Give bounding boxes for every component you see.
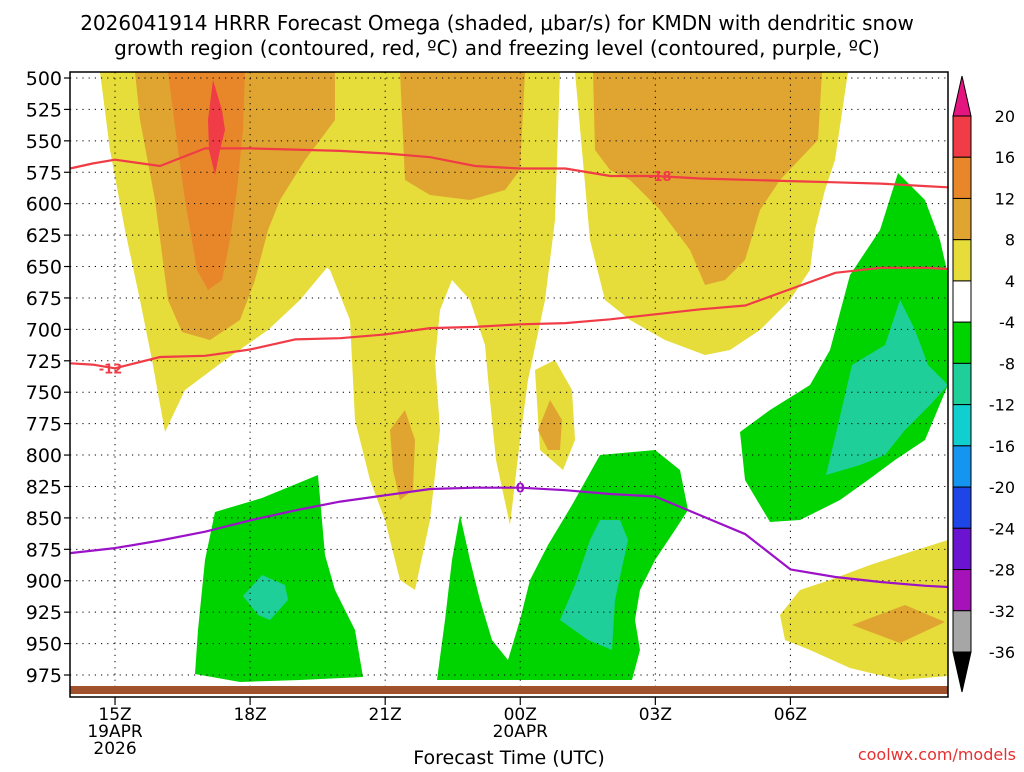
x-tick-label-06Z-0: 06Z: [774, 705, 807, 725]
y-tick-label-650: 650: [26, 257, 62, 279]
colorbar-label--8: -8: [999, 354, 1015, 373]
contour-label--12: -12: [99, 362, 123, 377]
colorbar-bin--36-to--32: [952, 610, 972, 653]
contour-line--18: [69, 147, 949, 189]
colorbar-label--12: -12: [989, 396, 1015, 415]
y-tick-label-975: 975: [26, 665, 62, 687]
colorbar-label--20: -20: [989, 478, 1015, 497]
contour-label-0: 0: [516, 482, 525, 497]
colorbar-bin-16-to-20: [952, 115, 972, 158]
colorbar-top-arrow: [952, 75, 972, 117]
y-tick-label-750: 750: [26, 382, 62, 404]
omega-region-teal-00z: [560, 520, 628, 650]
omega-region-gold-00z: [538, 400, 562, 450]
y-tick-label-825: 825: [26, 476, 62, 498]
colorbar-bin--12-to--8: [952, 362, 972, 406]
chart-title-line1: 2026041914 HRRR Forecast Omega (shaded, …: [80, 11, 914, 35]
y-tick-label-950: 950: [26, 634, 62, 656]
x-axis-label: Forecast Time (UTC): [413, 747, 604, 768]
colorbar-label--32: -32: [989, 602, 1015, 621]
omega-region-green-21z: [437, 450, 688, 680]
x-tick-label-00Z-0: 00Z: [504, 705, 537, 725]
y-tick-label-500: 500: [26, 68, 62, 90]
plot-frame: [69, 71, 949, 698]
x-tick-label-00Z-1: 20APR: [493, 722, 549, 742]
contour-label--18: -18: [648, 170, 672, 185]
omega-region-teal-left: [243, 575, 288, 620]
omega-region-gold-750: [390, 410, 415, 500]
colorbar-label--4: -4: [999, 313, 1015, 332]
colorbar-bin-8-to-12: [952, 197, 972, 241]
chart-title-line2: growth region (contoured, red, ºC) and f…: [114, 36, 880, 60]
y-axis: 500 525 550 575 600 625 650 675 700 725 750 775 800 8…: [26, 68, 70, 687]
omega-region-gold-br: [852, 605, 945, 643]
colorbar-bin--4-to-4: [952, 280, 972, 323]
x-tick-label-15Z-1: 19APR: [87, 722, 143, 742]
colorbar-label-8: 8: [1005, 231, 1015, 250]
colorbar-bin--20-to--16: [952, 445, 972, 488]
x-tick-label-18Z-0: 18Z: [233, 705, 266, 725]
colorbar-bin--24-to--20: [952, 486, 972, 529]
x-tick-label-03Z-0: 03Z: [639, 705, 672, 725]
contour-line--12: [69, 266, 949, 370]
colorbar-label--16: -16: [989, 437, 1015, 456]
colorbar-bin--8-to--4: [952, 321, 972, 364]
ground-surface: [70, 686, 948, 694]
colorbar-label-16: 16: [995, 148, 1015, 167]
y-tick-label-800: 800: [26, 445, 62, 467]
omega-region-teal-right: [826, 300, 948, 475]
contour-line-0: [69, 486, 949, 589]
y-tick-label-900: 900: [26, 571, 62, 593]
colorbar: 20 16 12 8 4 -4 -8 -12 -16 -20 -24 -28 -32 -36: [952, 75, 1015, 693]
colorbar-label--24: -24: [989, 519, 1015, 538]
grid-lines: [70, 72, 948, 697]
colorbar-label--36: -36: [989, 643, 1015, 662]
y-tick-label-875: 875: [26, 539, 62, 561]
y-tick-label-575: 575: [26, 162, 62, 184]
y-tick-label-600: 600: [26, 194, 62, 216]
x-tick-label-15Z-2: 2026: [93, 739, 136, 759]
omega-region-green-left: [195, 475, 363, 682]
colorbar-label--28: -28: [989, 561, 1015, 580]
y-tick-label-625: 625: [26, 225, 62, 247]
colorbar-bin--16-to--12: [952, 404, 972, 447]
omega-region-gold-mid: [400, 72, 525, 200]
y-tick-label-700: 700: [26, 319, 62, 341]
colorbar-label-4: 4: [1005, 272, 1015, 291]
y-tick-label-525: 525: [26, 99, 62, 121]
colorbar-label-12: 12: [995, 189, 1015, 208]
colorbar-bin--32-to--28: [952, 569, 972, 612]
omega-region-red: [208, 80, 225, 175]
temperature-contours: -18 -12 0: [69, 147, 949, 589]
y-tick-label-725: 725: [26, 351, 62, 373]
y-tick-label-850: 850: [26, 508, 62, 530]
colorbar-bin--28-to--24: [952, 527, 972, 571]
x-tick-label-21Z-0: 21Z: [369, 705, 402, 725]
credit-link[interactable]: coolwx.com/models: [858, 745, 1016, 764]
colorbar-bin-4-to-8: [952, 239, 972, 282]
colorbar-bin-12-to-16: [952, 156, 972, 199]
colorbar-label-20: 20: [995, 107, 1015, 126]
omega-region-yellow-bottom-right: [780, 540, 948, 680]
y-tick-label-675: 675: [26, 288, 62, 310]
colorbar-bottom-arrow: [952, 651, 972, 693]
y-tick-label-925: 925: [26, 602, 62, 624]
x-tick-label-15Z-0: 15Z: [98, 705, 131, 725]
y-tick-label-550: 550: [26, 131, 62, 153]
y-tick-label-775: 775: [26, 414, 62, 436]
